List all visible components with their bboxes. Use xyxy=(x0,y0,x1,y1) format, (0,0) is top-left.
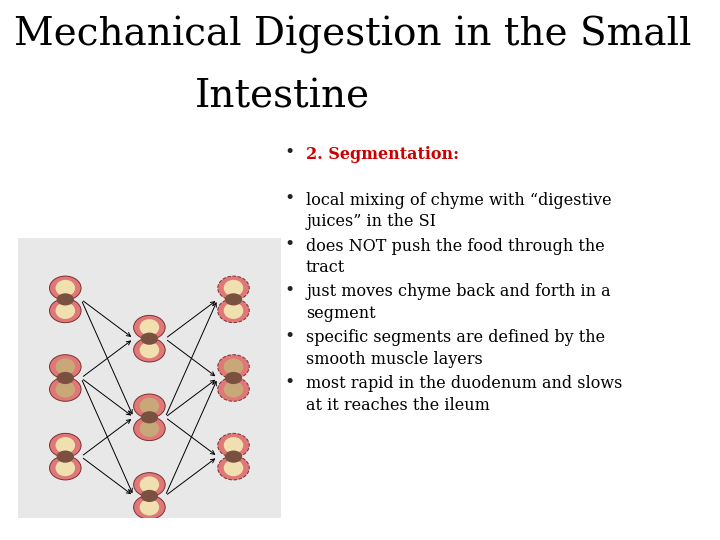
Ellipse shape xyxy=(55,381,75,397)
Ellipse shape xyxy=(225,450,242,463)
Ellipse shape xyxy=(50,355,81,379)
Ellipse shape xyxy=(134,495,165,519)
Ellipse shape xyxy=(140,411,158,423)
Ellipse shape xyxy=(50,377,81,401)
Ellipse shape xyxy=(57,450,74,463)
Ellipse shape xyxy=(55,280,75,296)
Ellipse shape xyxy=(134,417,165,441)
Text: Intestine: Intestine xyxy=(194,78,369,116)
Ellipse shape xyxy=(217,433,249,457)
Text: •: • xyxy=(284,373,294,390)
Text: does NOT push the food through the
tract: does NOT push the food through the tract xyxy=(306,238,605,276)
Ellipse shape xyxy=(225,293,242,306)
Ellipse shape xyxy=(224,437,243,454)
Ellipse shape xyxy=(224,280,243,296)
Ellipse shape xyxy=(134,315,165,339)
Ellipse shape xyxy=(225,372,242,384)
Ellipse shape xyxy=(140,398,159,414)
Ellipse shape xyxy=(224,460,243,476)
Ellipse shape xyxy=(217,456,249,480)
Ellipse shape xyxy=(224,381,243,397)
Text: •: • xyxy=(284,143,294,161)
Ellipse shape xyxy=(57,293,74,306)
Ellipse shape xyxy=(140,476,159,493)
Ellipse shape xyxy=(140,319,159,336)
Text: just moves chyme back and forth in a
segment: just moves chyme back and forth in a seg… xyxy=(306,284,611,322)
Text: •: • xyxy=(284,235,294,253)
Text: specific segments are defined by the
smooth muscle layers: specific segments are defined by the smo… xyxy=(306,329,605,368)
Ellipse shape xyxy=(134,472,165,497)
Ellipse shape xyxy=(217,299,249,323)
Ellipse shape xyxy=(50,276,81,300)
Text: •: • xyxy=(284,281,294,299)
Ellipse shape xyxy=(50,299,81,323)
Ellipse shape xyxy=(217,355,249,379)
Ellipse shape xyxy=(134,338,165,362)
Ellipse shape xyxy=(140,420,159,437)
Ellipse shape xyxy=(134,394,165,418)
Ellipse shape xyxy=(55,437,75,454)
Text: •: • xyxy=(284,189,294,207)
Ellipse shape xyxy=(140,490,158,502)
Ellipse shape xyxy=(50,456,81,480)
Ellipse shape xyxy=(55,359,75,375)
Ellipse shape xyxy=(217,377,249,401)
Text: local mixing of chyme with “digestive
juices” in the SI: local mixing of chyme with “digestive ju… xyxy=(306,192,611,230)
Text: Mechanical Digestion in the Small: Mechanical Digestion in the Small xyxy=(14,16,692,54)
Ellipse shape xyxy=(50,433,81,457)
Ellipse shape xyxy=(224,359,243,375)
Text: •: • xyxy=(284,327,294,345)
Text: most rapid in the duodenum and slows
at it reaches the ileum: most rapid in the duodenum and slows at … xyxy=(306,375,622,414)
Text: 2. Segmentation:: 2. Segmentation: xyxy=(306,146,459,163)
Ellipse shape xyxy=(140,499,159,516)
Ellipse shape xyxy=(140,342,159,358)
Ellipse shape xyxy=(55,460,75,476)
Ellipse shape xyxy=(224,302,243,319)
Ellipse shape xyxy=(57,372,74,384)
Ellipse shape xyxy=(140,333,158,345)
Ellipse shape xyxy=(217,276,249,300)
Ellipse shape xyxy=(55,302,75,319)
